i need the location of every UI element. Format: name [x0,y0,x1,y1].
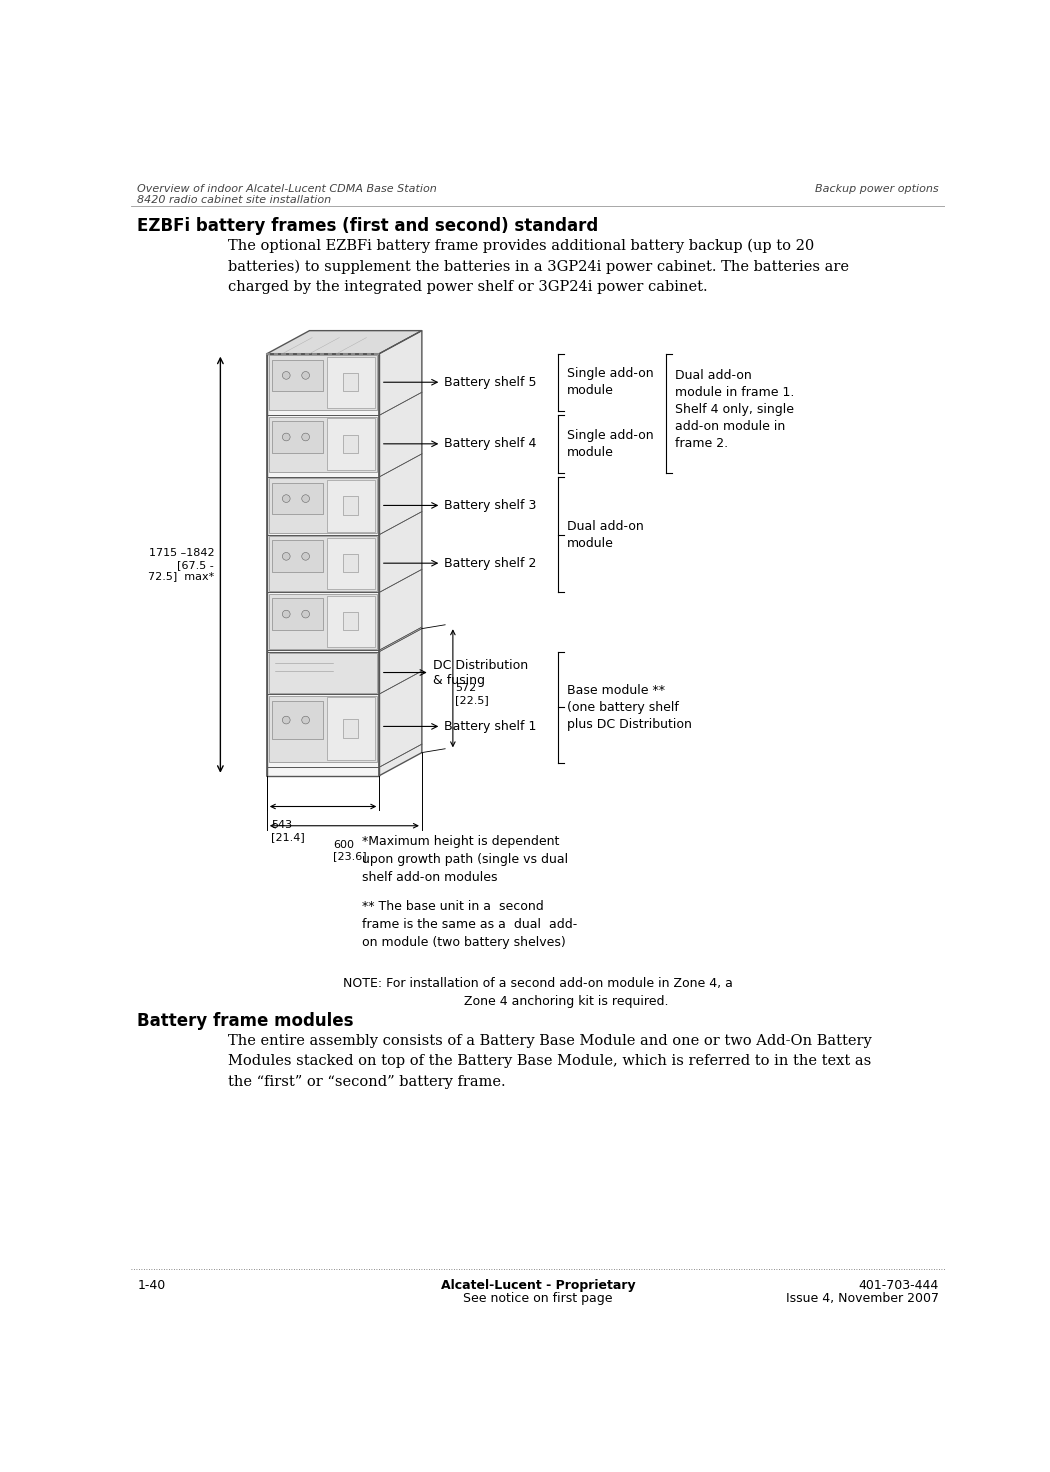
Text: Battery shelf 1: Battery shelf 1 [444,720,537,733]
Polygon shape [343,496,358,515]
Polygon shape [328,356,375,408]
Text: Single add-on
module: Single add-on module [567,428,653,459]
Polygon shape [328,480,375,531]
Polygon shape [328,596,375,648]
Text: Base module **
(one battery shelf
plus DC Distribution: Base module ** (one battery shelf plus D… [567,683,692,730]
Circle shape [282,717,290,724]
Polygon shape [269,536,377,590]
Circle shape [301,611,310,618]
Polygon shape [269,355,377,409]
Polygon shape [272,598,322,630]
Text: Backup power options: Backup power options [815,184,939,194]
Polygon shape [269,654,377,692]
Polygon shape [343,434,358,453]
Text: NOTE: For installation of a second add-on module in Zone 4, a
              Zone: NOTE: For installation of a second add-o… [343,977,733,1008]
Circle shape [282,433,290,440]
Text: EZBFi battery frames (first and second) standard: EZBFi battery frames (first and second) … [138,216,598,234]
Text: Overview of indoor Alcatel-Lucent CDMA Base Station: Overview of indoor Alcatel-Lucent CDMA B… [138,184,437,194]
Text: DC Distribution
& fusing: DC Distribution & fusing [433,658,528,686]
Text: Alcatel-Lucent - Proprietary: Alcatel-Lucent - Proprietary [441,1279,635,1292]
Polygon shape [343,372,358,392]
Circle shape [301,433,310,440]
Polygon shape [269,696,377,762]
Text: Battery shelf 5: Battery shelf 5 [444,375,537,389]
Polygon shape [269,478,377,533]
Polygon shape [343,553,358,573]
Text: The optional EZBFi battery frame provides additional battery backup (up to 20
ba: The optional EZBFi battery frame provide… [228,238,849,294]
Polygon shape [272,540,322,573]
Polygon shape [328,698,375,761]
Polygon shape [328,537,375,589]
Circle shape [282,611,290,618]
Text: *Maximum height is dependent
upon growth path (single vs dual
shelf add-on modul: *Maximum height is dependent upon growth… [362,835,568,885]
Text: 600
[23.6]: 600 [23.6] [333,839,366,861]
Text: 572
[22.5]: 572 [22.5] [456,683,489,705]
Polygon shape [267,353,379,776]
Text: Battery shelf 2: Battery shelf 2 [444,556,537,570]
Circle shape [301,495,310,502]
Text: 8420 radio cabinet site installation: 8420 radio cabinet site installation [138,196,332,205]
Text: Dual add-on
module: Dual add-on module [567,520,644,549]
Text: 1715 –1842
[67.5 -
72.5]  max*: 1715 –1842 [67.5 - 72.5] max* [148,548,214,581]
Polygon shape [272,483,322,515]
Text: Issue 4, November 2007: Issue 4, November 2007 [785,1291,939,1304]
Polygon shape [269,417,377,471]
Text: 1-40: 1-40 [138,1279,166,1292]
Text: Single add-on
module: Single add-on module [567,367,653,397]
Circle shape [282,371,290,380]
Text: Battery shelf 4: Battery shelf 4 [444,437,537,450]
Circle shape [301,717,310,724]
Text: Dual add-on
module in frame 1.
Shelf 4 only, single
add-on module in
frame 2.: Dual add-on module in frame 1. Shelf 4 o… [675,368,795,449]
Polygon shape [272,421,322,453]
Polygon shape [343,612,358,630]
Circle shape [282,552,290,561]
Circle shape [282,495,290,502]
Polygon shape [267,331,422,353]
Text: 543
[21.4]: 543 [21.4] [271,820,304,842]
Text: The entire assembly consists of a Battery Base Module and one or two Add-On Batt: The entire assembly consists of a Batter… [228,1033,872,1089]
Circle shape [301,552,310,561]
Text: ** The base unit in a  second
frame is the same as a  dual  add-
on module (two : ** The base unit in a second frame is th… [362,901,578,949]
Circle shape [301,371,310,380]
Text: See notice on first page: See notice on first page [463,1291,613,1304]
Text: Battery frame modules: Battery frame modules [138,1013,354,1030]
Polygon shape [343,720,358,737]
Text: Battery shelf 3: Battery shelf 3 [444,499,537,512]
Polygon shape [269,595,377,649]
Polygon shape [379,331,422,776]
Polygon shape [272,701,322,739]
Polygon shape [328,418,375,470]
Text: 401-703-444: 401-703-444 [859,1279,939,1292]
Polygon shape [272,359,322,392]
